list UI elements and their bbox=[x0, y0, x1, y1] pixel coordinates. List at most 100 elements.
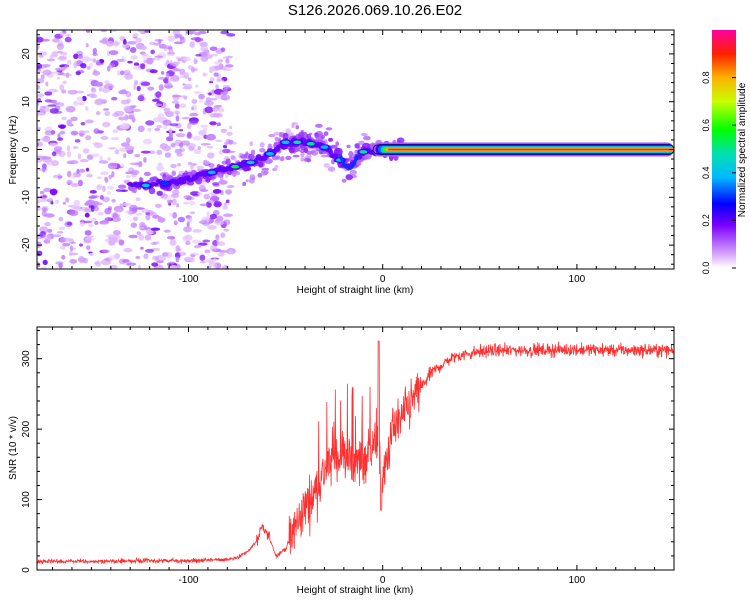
noise-speckle bbox=[59, 125, 66, 129]
noise-speckle bbox=[64, 65, 69, 69]
noise-speckle bbox=[44, 91, 53, 96]
noise-speckle bbox=[114, 149, 119, 154]
noise-speckle bbox=[65, 72, 70, 79]
noise-speckle bbox=[170, 142, 176, 148]
noise-speckle bbox=[154, 55, 164, 58]
y-tick-label: 200 bbox=[21, 420, 32, 437]
ridge-halo bbox=[328, 137, 334, 142]
noise-speckle bbox=[37, 126, 41, 131]
noise-speckle bbox=[193, 148, 202, 155]
noise-speckle bbox=[285, 155, 292, 161]
noise-speckle bbox=[44, 221, 51, 227]
spectrogram-y-ticks: -20 -10 0 10 20 bbox=[21, 34, 674, 265]
noise-speckle bbox=[176, 248, 182, 252]
noise-speckle bbox=[119, 70, 125, 76]
noise-speckle bbox=[172, 30, 181, 36]
noise-speckle bbox=[55, 199, 60, 204]
noise-speckle bbox=[154, 103, 163, 107]
ridge-halo bbox=[231, 169, 237, 177]
noise-speckle bbox=[327, 166, 336, 172]
noise-speckle bbox=[257, 172, 263, 178]
noise-speckle bbox=[94, 220, 99, 225]
noise-speckle bbox=[78, 257, 87, 264]
noise-speckle bbox=[37, 51, 48, 56]
stable-band-outline bbox=[372, 144, 674, 155]
noise-speckle bbox=[104, 177, 109, 184]
noise-speckle bbox=[140, 81, 151, 87]
noise-speckle bbox=[114, 110, 125, 117]
noise-speckle bbox=[150, 227, 161, 231]
noise-speckle bbox=[180, 140, 191, 146]
noise-speckle bbox=[173, 220, 178, 226]
noise-speckle bbox=[152, 117, 161, 122]
ridge-blob-inner bbox=[359, 150, 368, 154]
noise-speckle bbox=[222, 205, 229, 210]
noise-speckle bbox=[40, 74, 45, 80]
noise-speckle bbox=[91, 87, 95, 91]
noise-speckle bbox=[100, 171, 109, 176]
noise-speckle bbox=[274, 164, 279, 169]
noise-speckle bbox=[118, 239, 125, 246]
colorbar-gradient bbox=[712, 30, 736, 268]
noise-speckle bbox=[118, 184, 127, 189]
noise-speckle bbox=[142, 138, 153, 145]
noise-speckle bbox=[188, 77, 192, 82]
noise-speckle bbox=[76, 168, 80, 174]
noise-speckle bbox=[156, 260, 164, 264]
noise-speckle bbox=[158, 44, 167, 49]
noise-speckle bbox=[98, 87, 102, 92]
noise-speckle bbox=[186, 131, 192, 139]
noise-speckle bbox=[225, 199, 230, 204]
noise-speckle bbox=[163, 107, 171, 113]
ridge-blob-inner bbox=[266, 152, 274, 156]
noise-speckle bbox=[84, 212, 90, 218]
noise-speckle bbox=[197, 192, 203, 195]
noise-speckle bbox=[225, 58, 230, 64]
noise-speckle bbox=[65, 197, 70, 203]
noise-speckle bbox=[310, 149, 319, 156]
noise-speckle bbox=[213, 109, 218, 113]
noise-speckle bbox=[61, 89, 67, 94]
noise-speckle bbox=[117, 70, 121, 76]
noise-speckle bbox=[213, 198, 218, 202]
noise-speckle bbox=[222, 84, 231, 89]
noise-speckle bbox=[37, 262, 41, 268]
noise-speckle bbox=[248, 178, 255, 184]
noise-speckle bbox=[166, 51, 175, 57]
noise-speckle bbox=[134, 154, 141, 158]
noise-speckle bbox=[156, 149, 163, 155]
noise-speckle bbox=[39, 138, 50, 141]
noise-speckle bbox=[225, 64, 234, 68]
noise-speckle bbox=[138, 234, 145, 241]
noise-speckle bbox=[159, 143, 169, 150]
noise-speckle bbox=[92, 47, 98, 55]
noise-speckle bbox=[76, 96, 84, 103]
noise-speckle bbox=[168, 202, 172, 206]
noise-speckle bbox=[128, 234, 138, 239]
noise-speckle bbox=[94, 206, 99, 212]
noise-speckle bbox=[182, 86, 192, 90]
x-tick-label: 0 bbox=[380, 575, 386, 586]
noise-speckle bbox=[94, 81, 103, 87]
noise-speckle bbox=[51, 143, 59, 146]
noise-speckle bbox=[215, 84, 219, 90]
noise-speckle bbox=[158, 84, 164, 91]
noise-speckle bbox=[73, 100, 79, 106]
noise-speckle bbox=[91, 153, 100, 158]
noise-speckle bbox=[136, 85, 141, 92]
noise-speckle bbox=[164, 62, 168, 67]
ridge-halo bbox=[148, 187, 156, 195]
noise-speckle bbox=[113, 40, 119, 47]
noise-speckle bbox=[101, 196, 110, 203]
noise-speckle bbox=[202, 128, 208, 131]
noise-speckle bbox=[171, 198, 177, 206]
noise-speckle bbox=[194, 244, 202, 249]
noise-speckle bbox=[169, 123, 179, 127]
noise-speckle bbox=[129, 204, 138, 212]
x-tick-label: 0 bbox=[380, 274, 386, 285]
noise-speckle bbox=[145, 248, 154, 253]
noise-speckle bbox=[216, 241, 226, 246]
noise-speckle bbox=[230, 155, 235, 160]
ridge-group bbox=[126, 131, 674, 196]
